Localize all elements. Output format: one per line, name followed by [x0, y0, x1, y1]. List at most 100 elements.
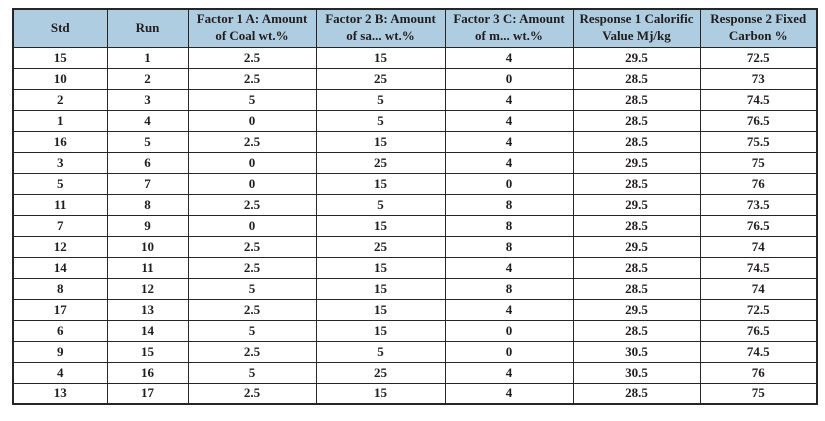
table-cell: 76 — [699, 361, 818, 384]
table-cell: 14 — [12, 256, 108, 279]
table-cell: 4 — [444, 361, 574, 384]
table-cell: 75 — [699, 151, 818, 174]
table-cell: 16 — [12, 130, 108, 153]
header-row: Std Run Factor 1 A: Amount of Coal wt.% Fac… — [12, 8, 818, 48]
table-cell: 5 — [187, 319, 317, 342]
table-cell: 15 — [315, 46, 446, 69]
table-cell: 74 — [699, 277, 818, 300]
table-cell: 12 — [12, 235, 108, 258]
table-cell: 4 — [444, 298, 574, 321]
table-cell: 29.5 — [572, 298, 701, 321]
table-row: 11 8 2.5 5 8 29.5 73.5 — [12, 193, 818, 216]
table-cell: 28.5 — [572, 277, 701, 300]
table-cell: 0 — [444, 172, 574, 195]
table-cell: 11 — [12, 193, 108, 216]
table-cell: 15 — [315, 298, 446, 321]
table-cell: 2 — [106, 67, 189, 90]
table-cell: 29.5 — [572, 46, 701, 69]
table-cell: 2.5 — [187, 130, 317, 153]
table-cell: 30.5 — [572, 361, 701, 384]
table-cell: 5 — [315, 88, 446, 111]
table-row: 9 15 2.5 5 0 30.5 74.5 — [12, 340, 818, 363]
table-cell: 16 — [106, 361, 189, 384]
table-cell: 74.5 — [699, 256, 818, 279]
table-cell: 5 — [187, 361, 317, 384]
table-cell: 28.5 — [572, 256, 701, 279]
header-cell: Factor 1 A: Amount of Coal wt.% — [187, 8, 317, 48]
table-row: 12 10 2.5 25 8 29.5 74 — [12, 235, 818, 258]
table-cell: 8 — [444, 214, 574, 237]
table-cell: 4 — [444, 382, 574, 405]
table-cell: 2.5 — [187, 193, 317, 216]
header-cell: Factor 2 B: Amount of sa... wt.% — [315, 8, 446, 48]
table-cell: 9 — [106, 214, 189, 237]
table-row: 6 14 5 15 0 28.5 76.5 — [12, 319, 818, 342]
table-cell: 8 — [444, 277, 574, 300]
table-cell: 73.5 — [699, 193, 818, 216]
table-cell: 15 — [315, 319, 446, 342]
table-cell: 74.5 — [699, 88, 818, 111]
table-cell: 15 — [315, 214, 446, 237]
table-cell: 28.5 — [572, 214, 701, 237]
table-cell: 0 — [444, 67, 574, 90]
table-row: 17 13 2.5 15 4 29.5 72.5 — [12, 298, 818, 321]
table-cell: 5 — [187, 88, 317, 111]
table-cell: 74.5 — [699, 340, 818, 363]
table-body: 15 1 2.5 15 4 29.5 72.5 10 2 2.5 25 0 28.5 73 2 3 5 5 4 28.… — [12, 46, 818, 405]
table-row: 3 6 0 25 4 29.5 75 — [12, 151, 818, 174]
table-row: 15 1 2.5 15 4 29.5 72.5 — [12, 46, 818, 69]
table-cell: 4 — [444, 256, 574, 279]
table-cell: 76.5 — [699, 214, 818, 237]
table-cell: 75.5 — [699, 130, 818, 153]
table-cell: 4 — [12, 361, 108, 384]
table-cell: 4 — [106, 109, 189, 132]
table-cell: 28.5 — [572, 382, 701, 405]
table-cell: 2.5 — [187, 46, 317, 69]
table-cell: 1 — [106, 46, 189, 69]
table-cell: 76.5 — [699, 109, 818, 132]
table-cell: 30.5 — [572, 340, 701, 363]
table-cell: 25 — [315, 67, 446, 90]
table-cell: 72.5 — [699, 46, 818, 69]
table-cell: 0 — [187, 214, 317, 237]
table-cell: 8 — [12, 277, 108, 300]
table-row: 4 16 5 25 4 30.5 76 — [12, 361, 818, 384]
table-cell: 10 — [106, 235, 189, 258]
table-cell: 4 — [444, 46, 574, 69]
table-cell: 28.5 — [572, 130, 701, 153]
table-cell: 7 — [12, 214, 108, 237]
table-cell: 29.5 — [572, 151, 701, 174]
table-cell: 15 — [315, 382, 446, 405]
table-cell: 0 — [444, 319, 574, 342]
table-cell: 5 — [315, 193, 446, 216]
table-row: 7 9 0 15 8 28.5 76.5 — [12, 214, 818, 237]
table-cell: 25 — [315, 235, 446, 258]
table-cell: 28.5 — [572, 109, 701, 132]
table-row: 13 17 2.5 15 4 28.5 75 — [12, 382, 818, 405]
header-cell: Response 2 Fixed Carbon % — [699, 8, 818, 48]
table-cell: 3 — [12, 151, 108, 174]
table-cell: 0 — [187, 109, 317, 132]
table-cell: 0 — [444, 340, 574, 363]
table-cell: 25 — [315, 151, 446, 174]
table-cell: 11 — [106, 256, 189, 279]
table-cell: 12 — [106, 277, 189, 300]
table-cell: 7 — [106, 172, 189, 195]
table-cell: 29.5 — [572, 235, 701, 258]
table-cell: 3 — [106, 88, 189, 111]
header-cell: Std — [12, 8, 108, 48]
table-cell: 8 — [444, 235, 574, 258]
table-cell: 15 — [315, 172, 446, 195]
table-cell: 15 — [12, 46, 108, 69]
table-cell: 25 — [315, 361, 446, 384]
table-cell: 6 — [106, 151, 189, 174]
table-cell: 15 — [315, 130, 446, 153]
table-cell: 15 — [315, 277, 446, 300]
table-cell: 76 — [699, 172, 818, 195]
table-cell: 8 — [106, 193, 189, 216]
table-cell: 28.5 — [572, 319, 701, 342]
table-cell: 13 — [12, 382, 108, 405]
table-cell: 28.5 — [572, 88, 701, 111]
table-row: 8 12 5 15 8 28.5 74 — [12, 277, 818, 300]
